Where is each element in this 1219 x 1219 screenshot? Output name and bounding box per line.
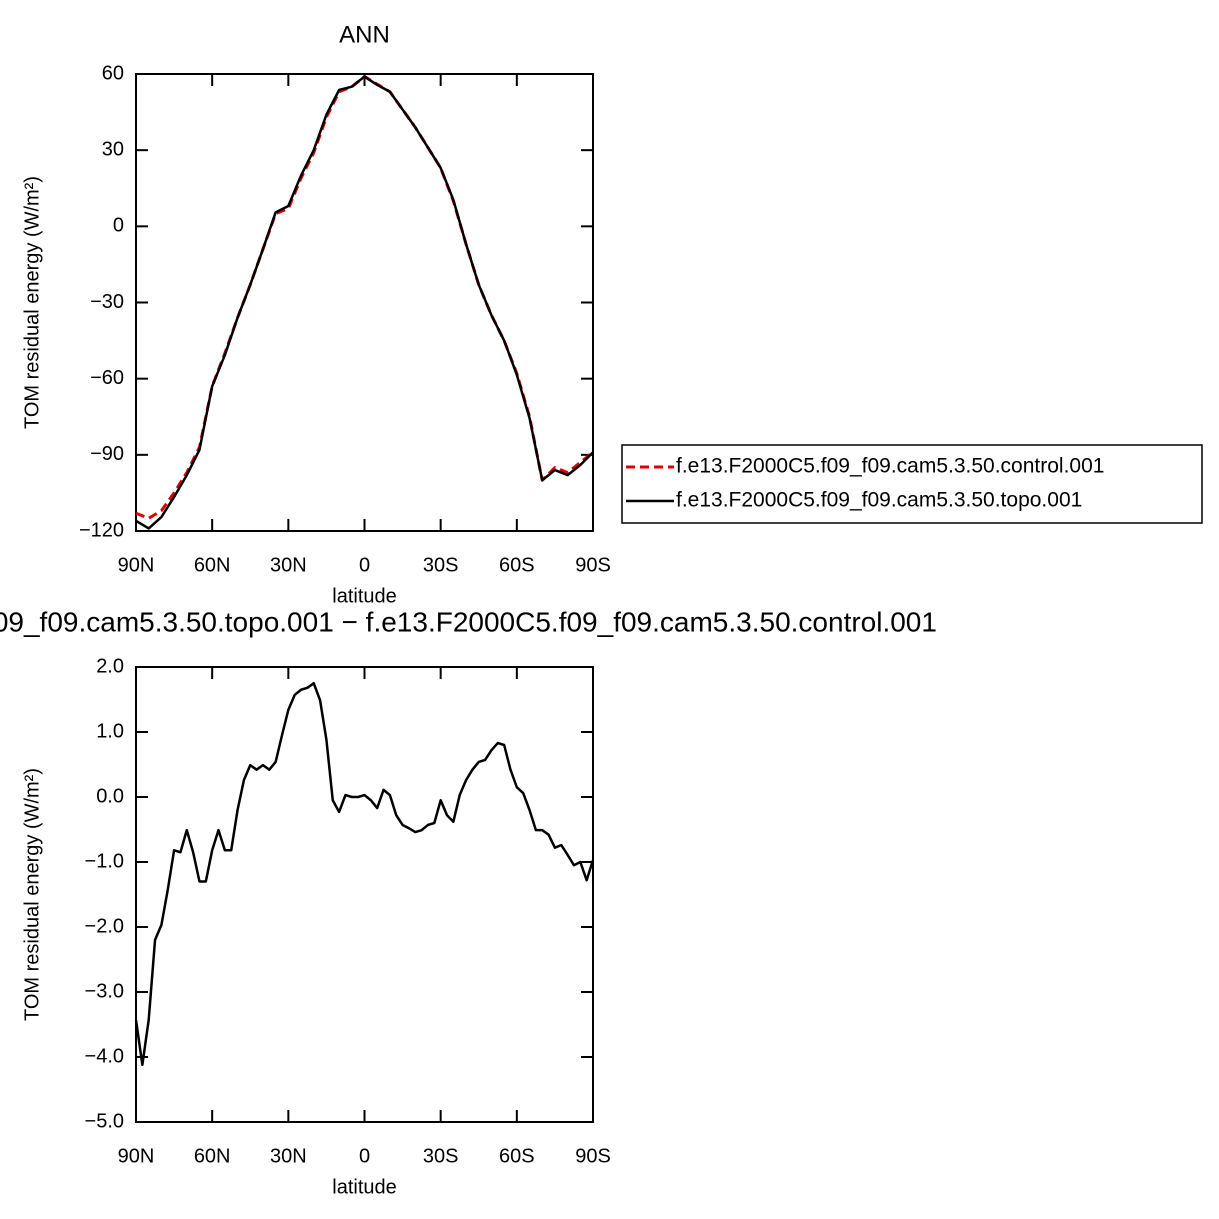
x-axis-label: latitude xyxy=(332,1176,397,1198)
y-tick-label: 60 xyxy=(102,62,124,84)
y-tick-label: −30 xyxy=(90,291,124,313)
y-tick-label: −3.0 xyxy=(85,980,124,1002)
legend-label: f.e13.F2000C5.f09_f09.cam5.3.50.control.… xyxy=(676,455,1104,478)
y-tick-label: −90 xyxy=(90,443,124,465)
y-tick-label: −1.0 xyxy=(85,850,124,872)
x-tick-label: 60S xyxy=(499,1145,535,1167)
legend-box xyxy=(621,444,1203,524)
plot-frame xyxy=(135,666,594,1123)
x-tick-label: 60N xyxy=(194,1145,231,1167)
y-axis-label: TOM residual energy (W/m²) xyxy=(21,768,43,1021)
y-tick-label: 2.0 xyxy=(96,655,124,677)
y-tick-label: −5.0 xyxy=(85,1110,124,1132)
x-tick-label: 0 xyxy=(359,554,370,576)
legend-label: f.e13.F2000C5.f09_f09.cam5.3.50.topo.001 xyxy=(676,489,1082,512)
y-tick-label: 0.0 xyxy=(96,785,124,807)
data-line xyxy=(135,75,594,520)
x-tick-label: 30N xyxy=(270,1145,307,1167)
data-line xyxy=(135,75,594,530)
plot-frame xyxy=(135,73,594,532)
x-tick-label: 90S xyxy=(575,1145,611,1167)
x-tick-label: 30N xyxy=(270,554,307,576)
x-tick-label: 30S xyxy=(423,1145,459,1167)
chart-title: f.e13.F2000C5.f09_f09.cam5.3.50.topo.001… xyxy=(0,606,937,637)
y-tick-label: −2.0 xyxy=(85,915,124,937)
y-tick-label: 1.0 xyxy=(96,720,124,742)
chart-title: ANN xyxy=(339,21,390,48)
x-tick-label: 90S xyxy=(575,554,611,576)
data-line xyxy=(134,682,595,1067)
x-tick-label: 90N xyxy=(118,1145,155,1167)
x-tick-label: 60S xyxy=(499,554,535,576)
y-tick-label: −120 xyxy=(79,519,124,541)
y-tick-label: −4.0 xyxy=(85,1045,124,1067)
x-tick-label: 90N xyxy=(118,554,155,576)
y-axis-label: TOM residual energy (W/m²) xyxy=(21,176,43,429)
y-tick-label: 30 xyxy=(102,138,124,160)
x-tick-label: 30S xyxy=(423,554,459,576)
y-tick-label: −60 xyxy=(90,367,124,389)
x-axis-label: latitude xyxy=(332,585,397,607)
x-tick-label: 0 xyxy=(359,1145,370,1167)
x-tick-label: 60N xyxy=(194,554,231,576)
y-tick-label: 0 xyxy=(113,215,124,237)
